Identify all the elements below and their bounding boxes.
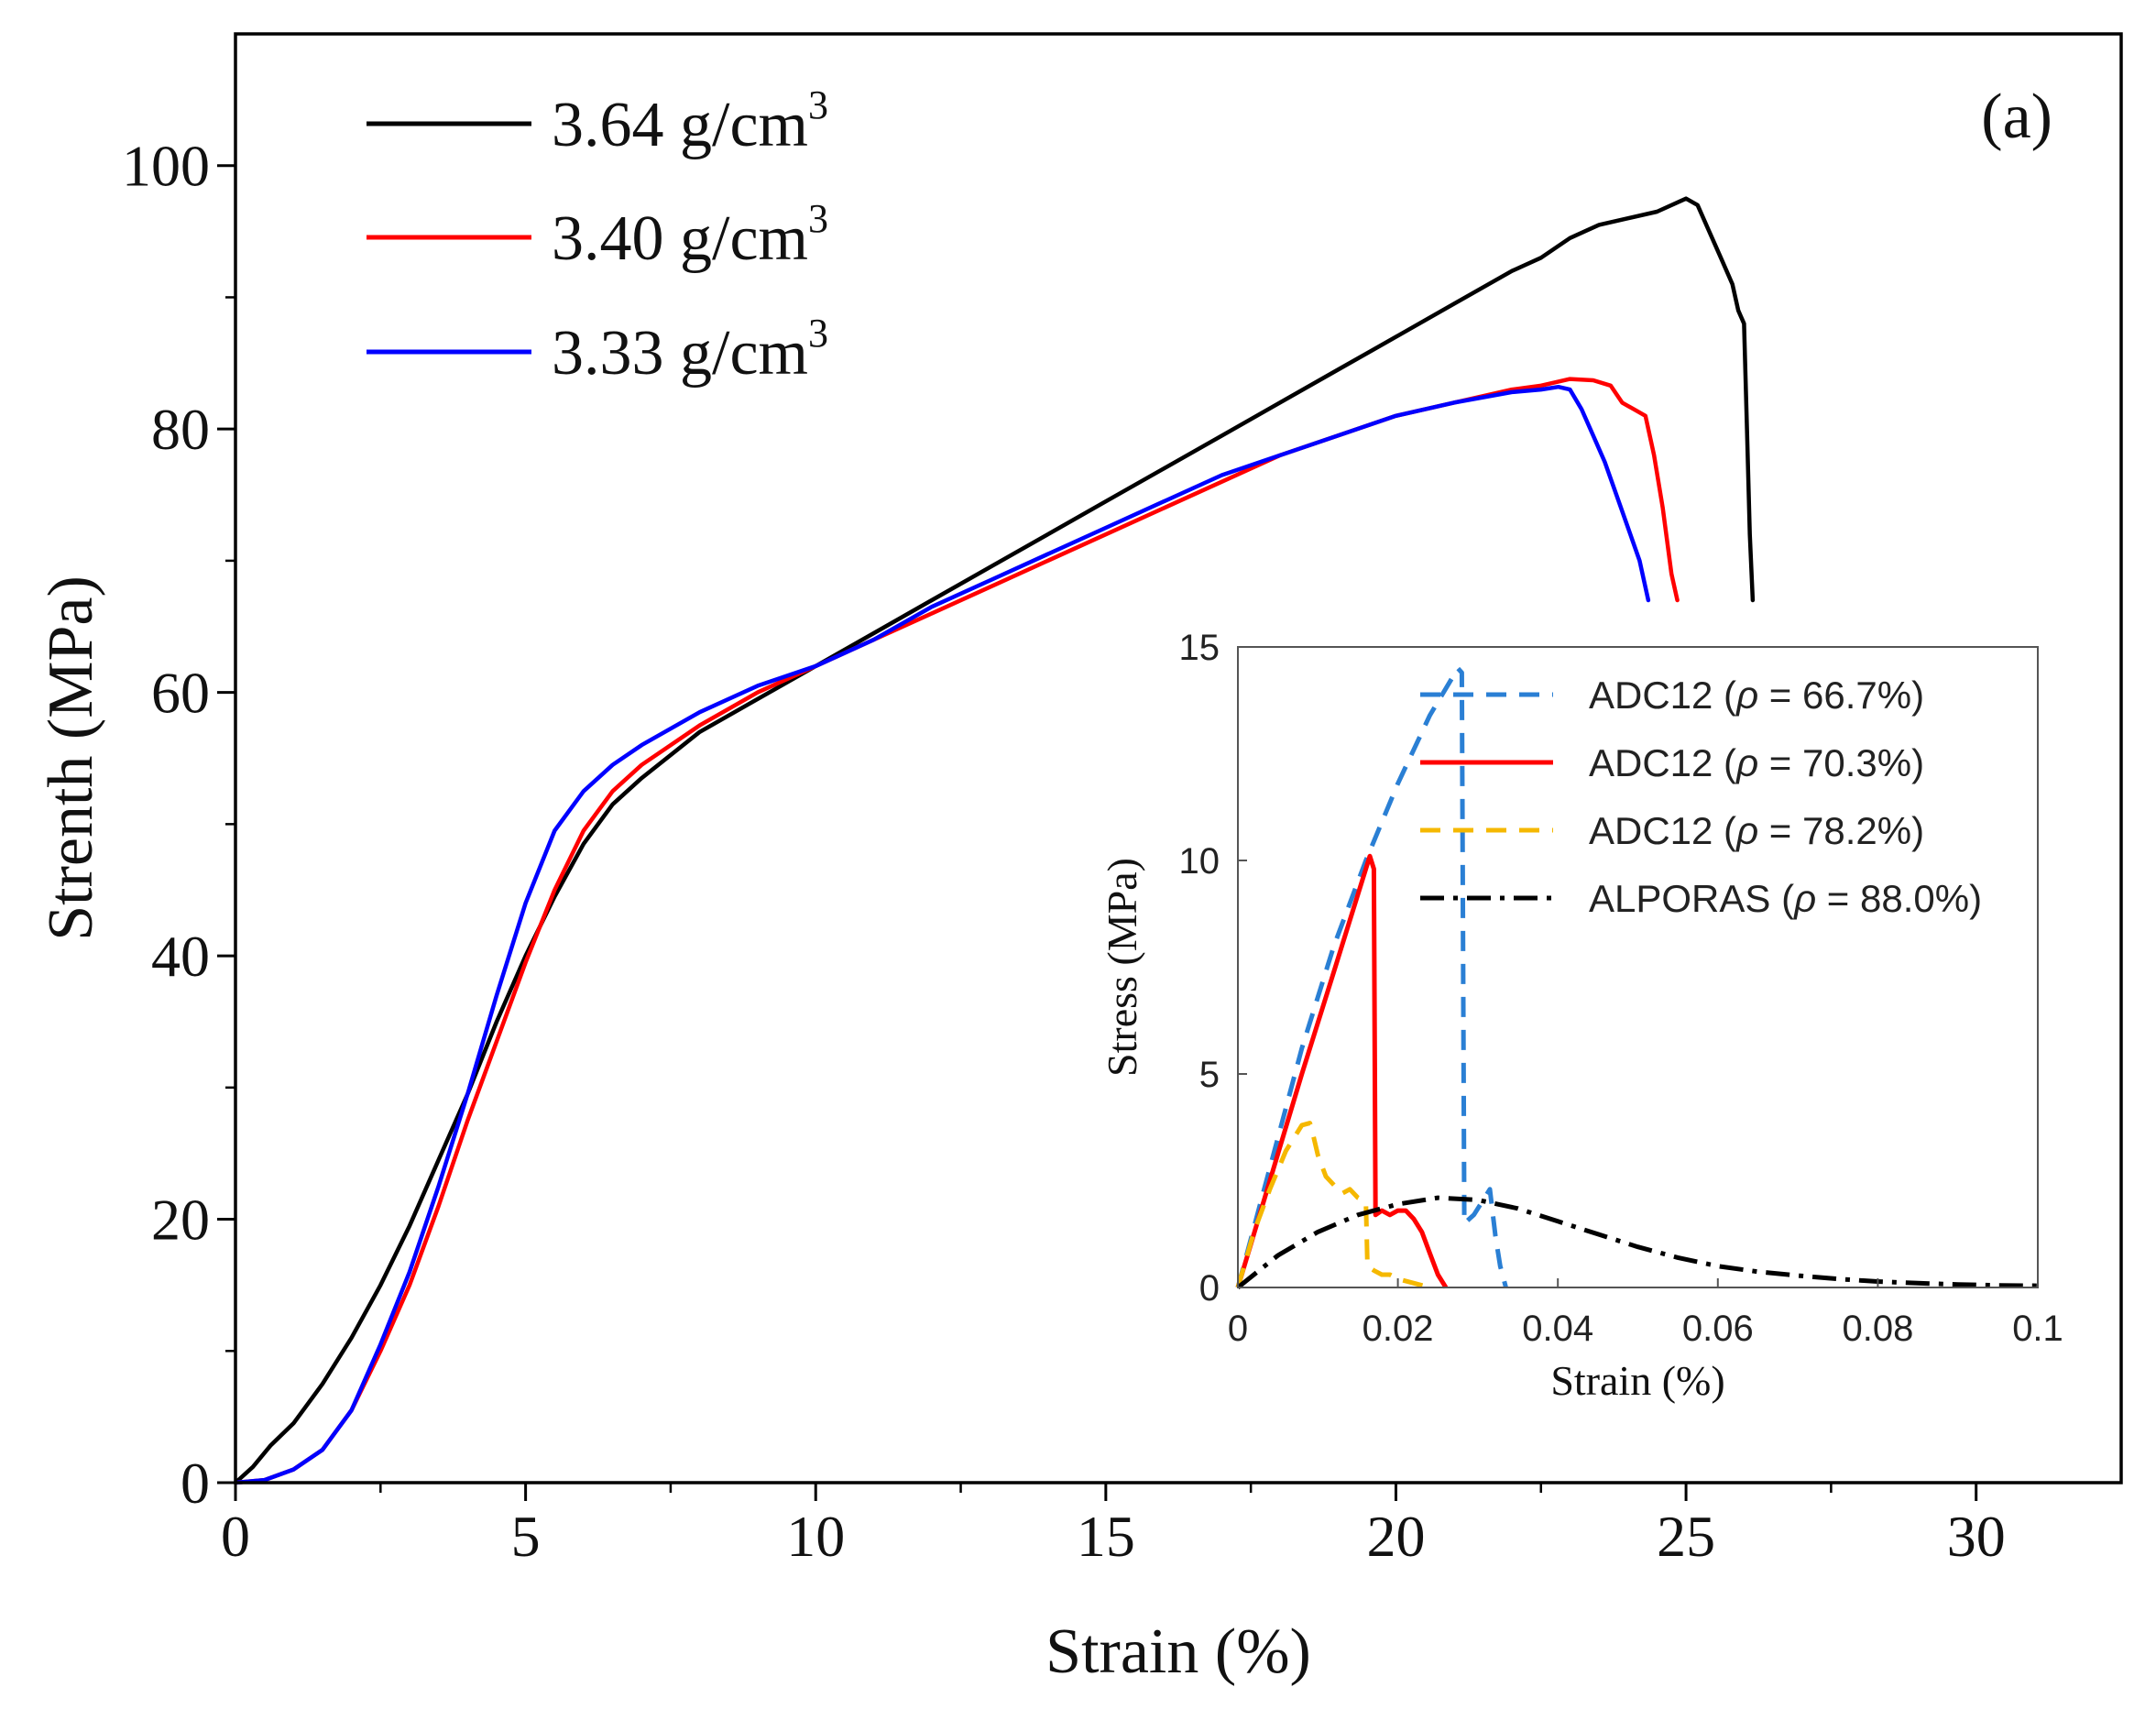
legend-label-prefix: ADC12 ( bbox=[1589, 809, 1736, 852]
y-tick-label: 20 bbox=[151, 1188, 210, 1253]
inset-legend-label-adc12-78-2: ADC12 (ρ = 78.2%) bbox=[1589, 809, 1924, 852]
legend-label-rho: ρ bbox=[1735, 741, 1758, 784]
y-tick-label: 40 bbox=[151, 924, 210, 989]
legend-label-text: 3.64 g/cm bbox=[552, 90, 808, 160]
inset-legend: ADC12 (ρ = 66.7%)ADC12 (ρ = 70.3%)ADC12 … bbox=[1420, 674, 1982, 920]
inset-x-tick-label: 0.04 bbox=[1522, 1309, 1593, 1349]
x-tick-label: 20 bbox=[1366, 1504, 1425, 1569]
legend-label-superscript: 3 bbox=[808, 311, 828, 356]
inset-x-tick-label: 0.06 bbox=[1682, 1309, 1754, 1349]
legend-label-prefix: ADC12 ( bbox=[1589, 741, 1736, 784]
x-axis-label: Strain (%) bbox=[1045, 1616, 1311, 1687]
y-tick-label: 0 bbox=[181, 1451, 210, 1516]
legend-label-suffix: = 66.7%) bbox=[1758, 674, 1924, 717]
inset-series-line-adc12-66-7 bbox=[1235, 665, 1508, 1288]
y-tick-label: 60 bbox=[151, 661, 210, 726]
inset-x-tick-label: 0.02 bbox=[1363, 1309, 1434, 1349]
legend-label-superscript: 3 bbox=[808, 82, 828, 127]
inset-y-tick-label: 0 bbox=[1199, 1268, 1220, 1309]
inset-series-line-adc12-70-3 bbox=[1235, 853, 1449, 1289]
x-tick-label: 0 bbox=[221, 1504, 250, 1569]
inset-x-axis-label: Strain (%) bbox=[1550, 1357, 1724, 1404]
x-tick-label: 10 bbox=[786, 1504, 845, 1569]
legend-label-prefix: ALPORAS ( bbox=[1589, 877, 1794, 920]
legend-label-prefix: ADC12 ( bbox=[1589, 674, 1736, 717]
legend-label-suffix: = 88.0%) bbox=[1816, 877, 1982, 920]
inset-plot-frame bbox=[1237, 646, 2039, 1288]
x-tick-label: 5 bbox=[511, 1504, 541, 1569]
inset-legend-label-adc12-70-3: ADC12 (ρ = 70.3%) bbox=[1589, 741, 1924, 784]
inset-chart: 0 0.02 0.04 0.06 0.08 0.1 0 5 10 15 Strain (%) Stre… bbox=[1072, 614, 2094, 1439]
inset-series-line-alporas-88-0 bbox=[1236, 1195, 2039, 1289]
inset-background bbox=[1072, 614, 2094, 1439]
x-tick-label: 25 bbox=[1657, 1504, 1715, 1569]
inset-legend-label-adc12-66-7: ADC12 (ρ = 66.7%) bbox=[1589, 674, 1924, 717]
legend-label-suffix: = 70.3%) bbox=[1758, 741, 1924, 784]
inset-y-axis-label: Stress (MPa) bbox=[1099, 858, 1145, 1077]
inset-y-tick-label: 5 bbox=[1199, 1055, 1220, 1095]
inset-series-line-adc12-78-2 bbox=[1235, 1121, 1431, 1290]
panel-label: (a) bbox=[1981, 82, 2052, 152]
main-plot-frame bbox=[234, 32, 2123, 1484]
legend-label-3-64-g-cm3: 3.64 g/cm3 bbox=[552, 82, 828, 160]
legend-label-text: 3.33 g/cm bbox=[552, 318, 808, 389]
y-axis-label: Strenth (MPa) bbox=[36, 575, 106, 941]
inset-y-tick-label: 15 bbox=[1179, 628, 1220, 668]
y-tick-label: 100 bbox=[122, 134, 210, 199]
legend-label-3-40-g-cm3: 3.40 g/cm3 bbox=[552, 196, 828, 274]
legend-label-rho: ρ bbox=[1735, 809, 1758, 852]
inset-x-tick-label: 0.08 bbox=[1842, 1309, 1913, 1349]
inset-x-tick-label: 0 bbox=[1228, 1309, 1248, 1349]
inset-x-tick-label: 0.1 bbox=[2012, 1309, 2063, 1349]
legend-label-3-33-g-cm3: 3.33 g/cm3 bbox=[552, 311, 828, 389]
legend-label-suffix: = 78.2%) bbox=[1758, 809, 1924, 852]
series-line-3-33-g-cm3 bbox=[233, 384, 1651, 1485]
x-tick-label: 30 bbox=[1947, 1504, 2006, 1569]
legend-label-rho: ρ bbox=[1735, 674, 1758, 717]
inset-legend-label-alporas-88-0: ALPORAS (ρ = 88.0%) bbox=[1589, 877, 1982, 920]
inset-y-tick-label: 10 bbox=[1179, 841, 1220, 882]
legend-label-rho: ρ bbox=[1792, 877, 1816, 920]
series-line-3-40-g-cm3 bbox=[233, 377, 1680, 1485]
x-tick-label: 15 bbox=[1077, 1504, 1135, 1569]
legend-label-superscript: 3 bbox=[808, 196, 828, 241]
y-tick-label: 80 bbox=[151, 397, 210, 462]
legend-label-text: 3.40 g/cm bbox=[552, 203, 808, 274]
series-line-3-64-g-cm3 bbox=[233, 196, 1756, 1485]
